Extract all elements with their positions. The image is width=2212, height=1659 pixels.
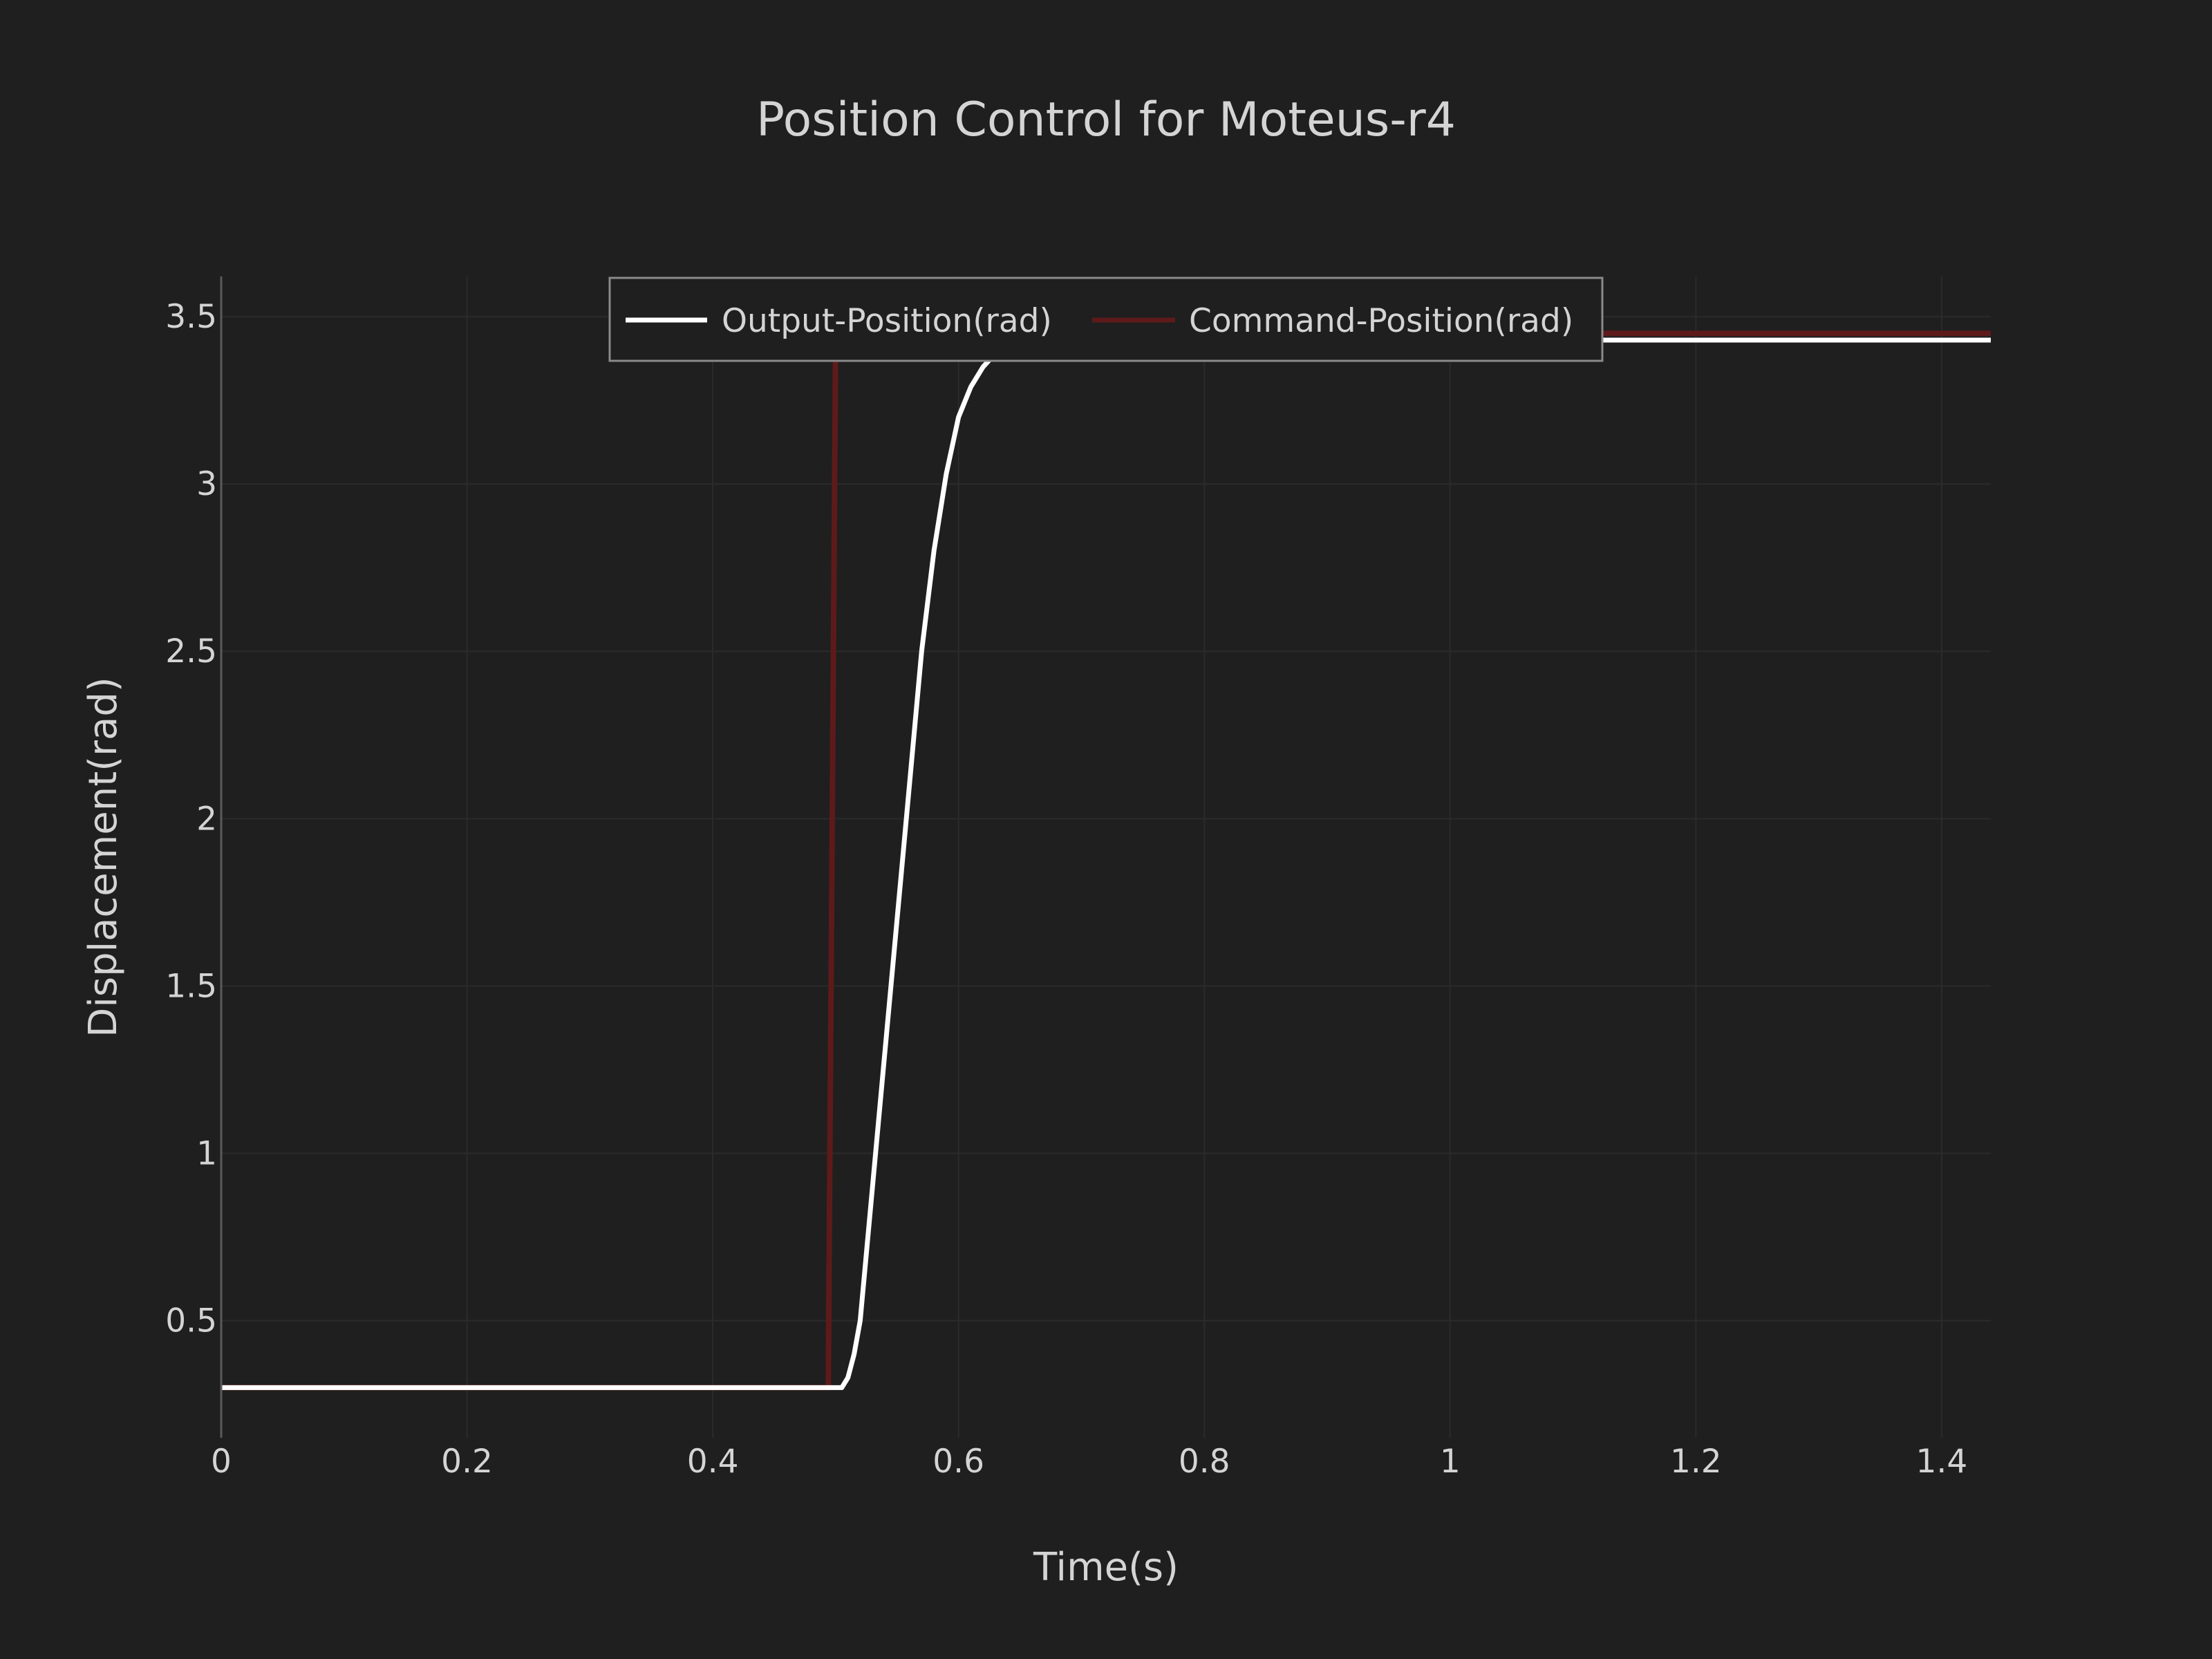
plot-series [221,330,1991,1391]
chart-title: Position Control for Moteus-r4 [756,93,1456,147]
legend-label-output-position: Output-Position(rad) [722,302,1052,340]
y-tick-label: 3 [196,465,217,503]
series-line-command-position [221,330,1991,1391]
x-axis-ticks: 0 0.2 0.4 0.6 0.8 1 1.2 1.4 [211,1443,1967,1481]
x-tick-label: 0.2 [441,1443,493,1481]
x-tick-label: 1.2 [1670,1443,1722,1481]
x-tick-label: 1 [1440,1443,1461,1481]
x-tick-label: 1.4 [1916,1443,1968,1481]
x-tick-label: 0 [211,1443,232,1481]
legend-label-command-position: Command-Position(rad) [1189,302,1573,340]
legend: Output-Position(rad) Command-Position(ra… [608,276,1604,362]
x-tick-label: 0.6 [932,1443,984,1481]
x-tick-label: 0.8 [1179,1443,1230,1481]
y-tick-label: 1 [196,1134,217,1172]
y-tick-label: 2 [196,800,217,838]
x-tick-label: 0.4 [687,1443,739,1481]
x-axis-title: Time(s) [1033,1545,1179,1590]
series-line-output-position [221,337,1991,1390]
y-axis-title: Displacement(rad) [81,677,126,1038]
y-tick-label: 2.5 [165,632,217,671]
y-tick-label: 0.5 [165,1302,217,1340]
y-axis-ticks: 0.5 1 1.5 2 2.5 3 3.5 [165,298,217,1340]
grid [221,276,1991,1438]
y-tick-label: 1.5 [165,967,217,1005]
y-tick-label: 3.5 [165,298,217,336]
